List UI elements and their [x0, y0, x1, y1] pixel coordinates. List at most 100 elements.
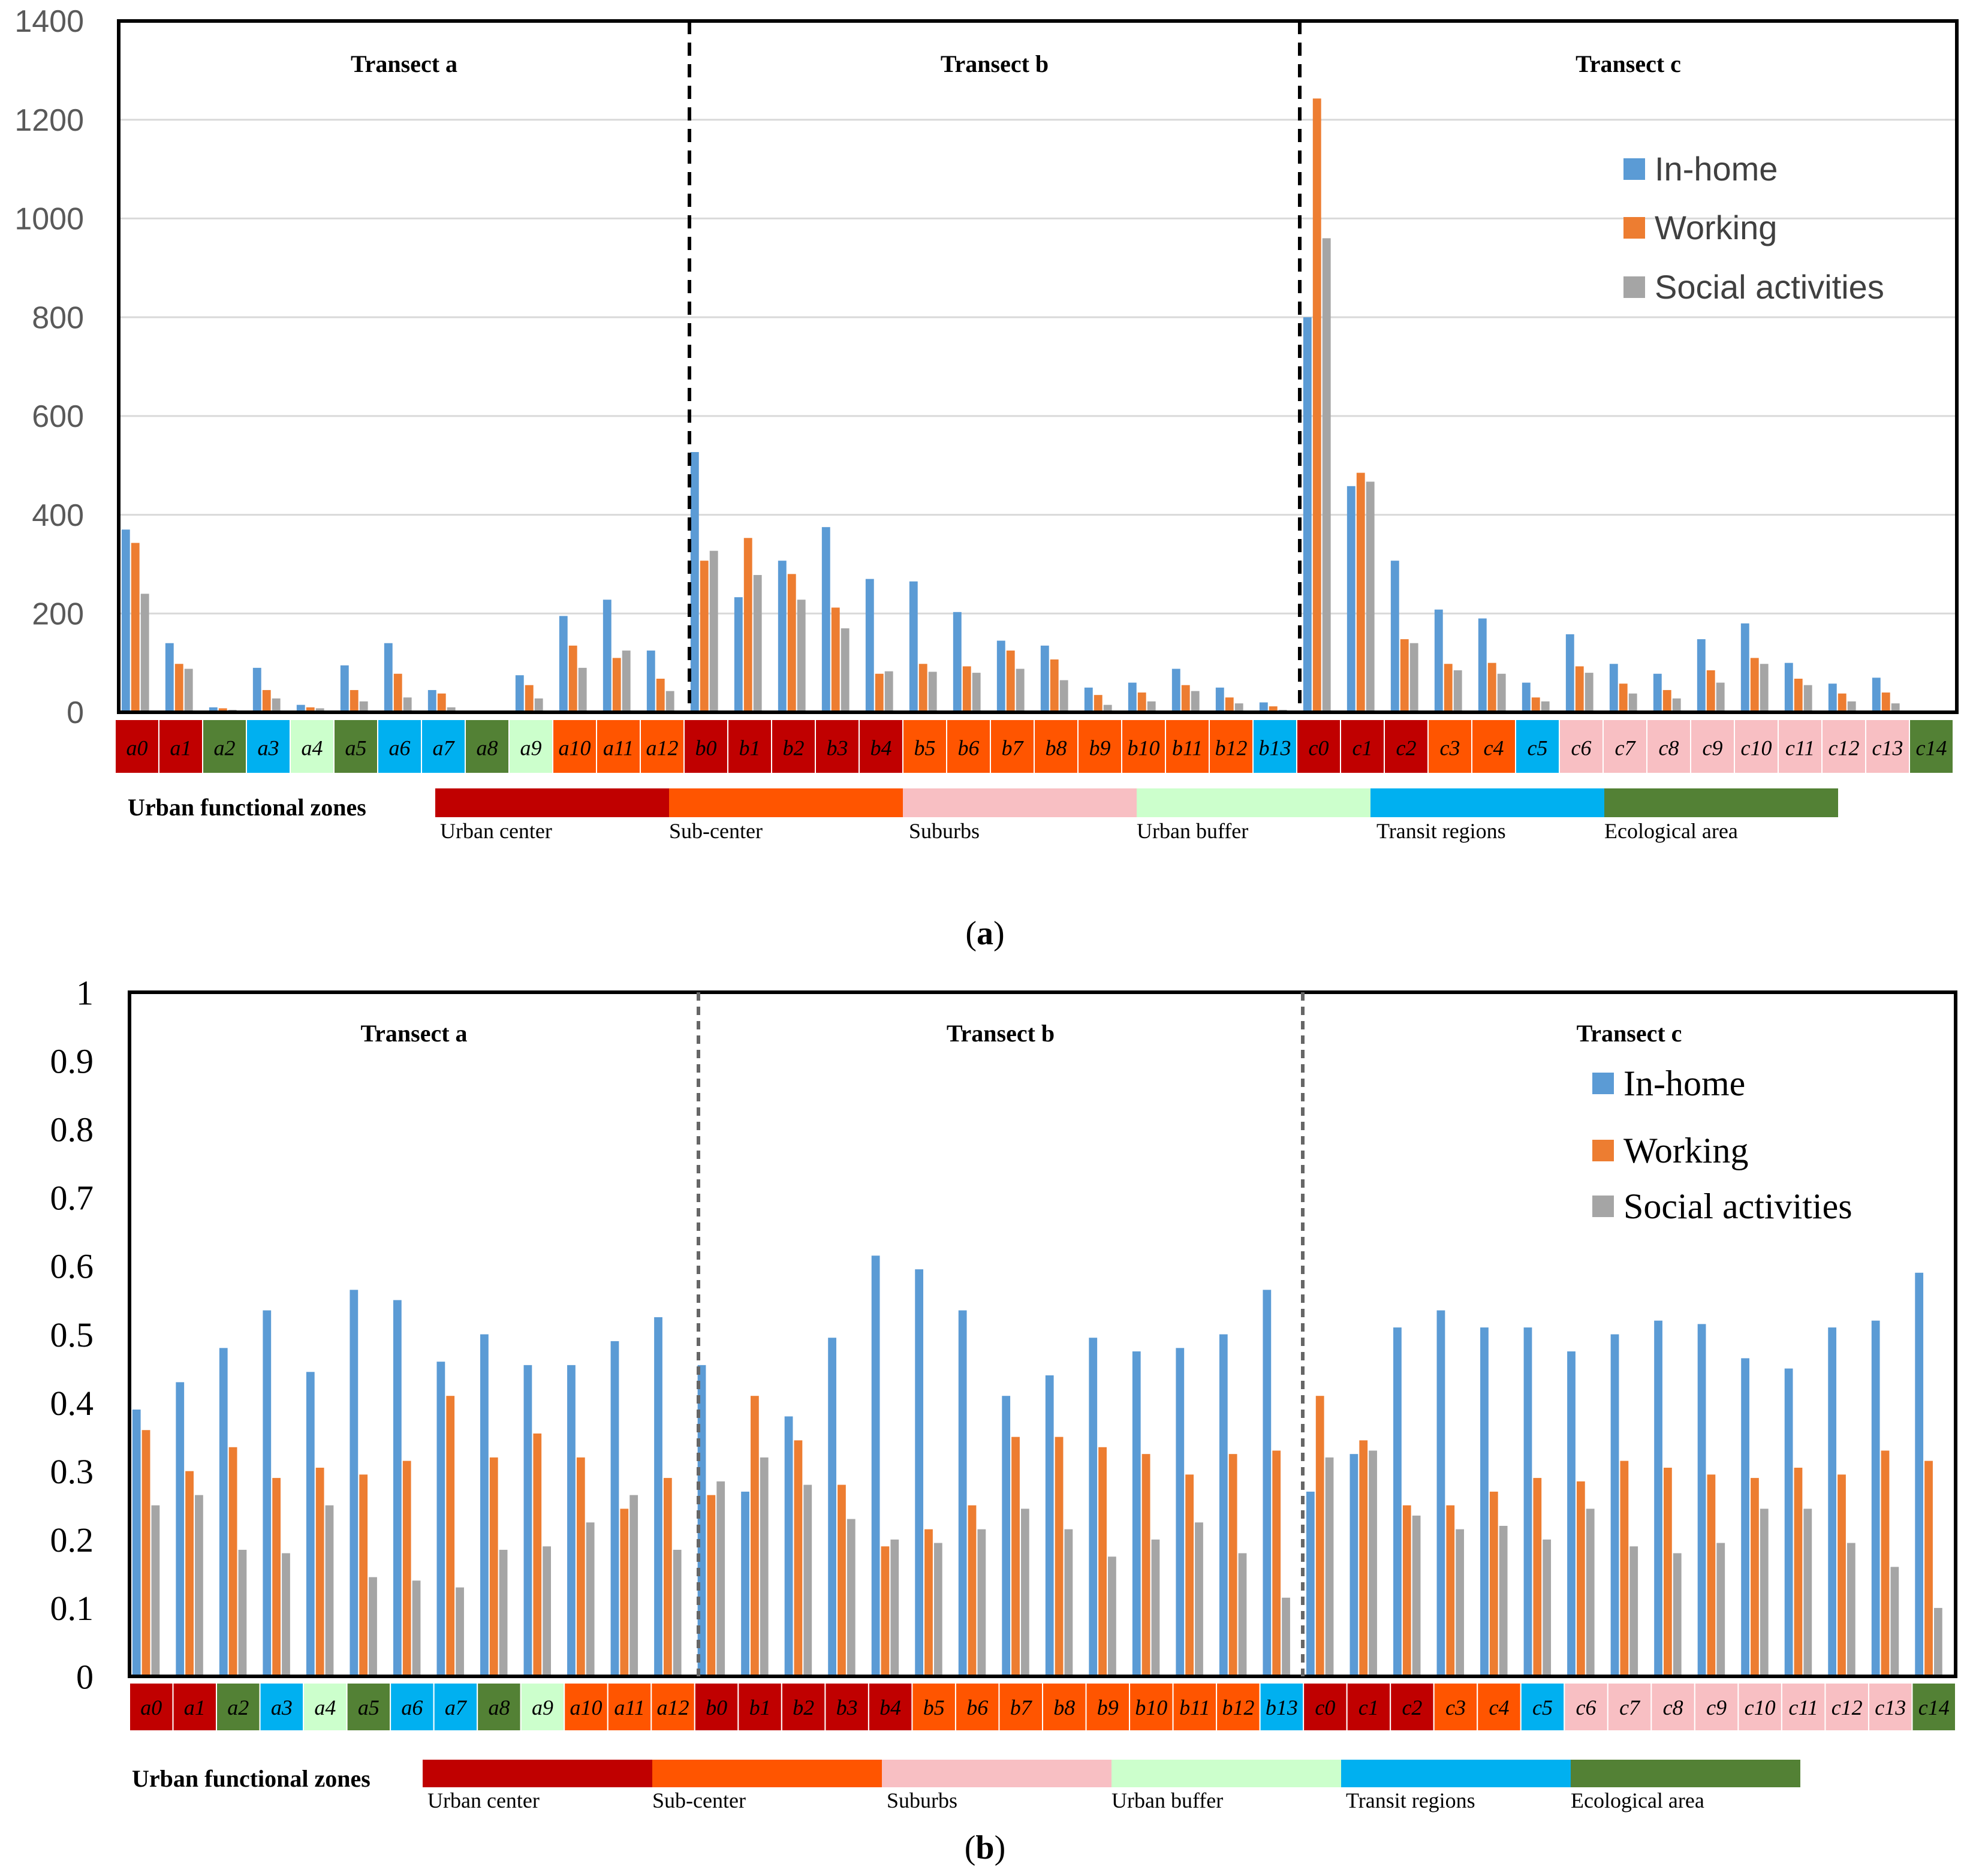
bar-working-b8	[1050, 659, 1059, 712]
zone-label-transit: Transit regions	[1346, 1788, 1475, 1812]
transect-label: Transect c	[1577, 1020, 1682, 1047]
bar-working-b11	[1181, 685, 1190, 712]
bar-in_home-c14	[1915, 1272, 1924, 1676]
y-tick-label: 0	[76, 1657, 94, 1696]
bar-in_home-c5	[1522, 682, 1531, 712]
bar-social-c3	[1456, 1529, 1465, 1676]
site-cell	[1477, 1682, 1522, 1732]
site-label: c6	[1576, 1696, 1597, 1720]
site-label: c8	[1663, 1696, 1683, 1720]
bar-in_home-a12	[646, 651, 655, 712]
bar-working-c8	[1662, 689, 1671, 712]
bar-working-b2	[794, 1440, 803, 1676]
bar-in_home-b11	[1176, 1348, 1185, 1676]
y-tick-label: 600	[32, 399, 84, 434]
site-label: b2	[783, 736, 805, 760]
transect-label: Transect b	[941, 50, 1049, 77]
bar-social-c7	[1628, 693, 1637, 712]
bar-in_home-c2	[1390, 561, 1399, 712]
site-label: c2	[1396, 736, 1417, 760]
site-label: a8	[477, 736, 498, 760]
panel-caption: (a)	[965, 915, 1004, 952]
site-label: c8	[1659, 736, 1679, 760]
zone-swatch-transit	[1370, 788, 1604, 817]
site-band: a0 a1 a2 a3 a4 a5 a6 a7 a8 a9 a10 a11 a12 b0 b1 b2 b3 b4 b…	[129, 1682, 1956, 1732]
bar-working-a1	[174, 664, 183, 712]
bar-working-c12	[1838, 1474, 1846, 1676]
bar-working-b12	[1228, 1454, 1237, 1676]
bar-working-c6	[1575, 666, 1584, 712]
bar-in_home-b2	[784, 1416, 793, 1676]
bar-working-b7	[1011, 1437, 1020, 1676]
site-label: a5	[358, 1696, 379, 1720]
legend: In-home Working Social activities	[1592, 1064, 1852, 1226]
site-cell	[1042, 1682, 1087, 1732]
bar-in_home-a0	[121, 529, 130, 712]
bar-social-a4	[325, 1505, 334, 1676]
bar-social-b3	[847, 1519, 856, 1676]
bar-in_home-a10	[567, 1365, 576, 1676]
bar-in_home-b3	[828, 1338, 836, 1676]
site-label: b3	[827, 736, 848, 760]
bar-social-a6	[412, 1580, 421, 1676]
bar-social-c8	[1673, 1553, 1682, 1676]
bar-working-c2	[1400, 639, 1409, 712]
bar-in_home-a3	[263, 1310, 272, 1676]
bar-social-b11	[1195, 1522, 1203, 1676]
bar-in_home-b1	[741, 1491, 749, 1676]
bar-social-b8	[1059, 680, 1068, 712]
site-cell	[650, 1682, 695, 1732]
site-cell	[1694, 1682, 1739, 1732]
bar-in_home-b4	[871, 1255, 880, 1676]
site-label: a12	[646, 736, 679, 760]
legend: In-home Working Social activities	[1623, 150, 1884, 306]
bar-working-a1	[185, 1471, 194, 1676]
bar-in_home-c6	[1565, 634, 1574, 712]
bar-social-b2	[803, 1484, 812, 1676]
bar-in_home-a8	[480, 1334, 489, 1676]
bar-social-b0	[716, 1481, 725, 1676]
bar-working-b5	[924, 1529, 933, 1676]
site-cell	[1034, 719, 1079, 774]
bar-in_home-b13	[1263, 1290, 1272, 1676]
legend-label-working: Working	[1623, 1131, 1748, 1170]
bar-social-c0	[1325, 1457, 1334, 1676]
site-label: a6	[389, 736, 411, 760]
bar-in_home-b5	[909, 581, 918, 712]
site-label: c9	[1706, 1696, 1727, 1720]
bar-social-b10	[1147, 701, 1156, 712]
site-cell	[377, 719, 422, 774]
bar-social-a10	[578, 667, 587, 712]
y-tick-label: 0.9	[50, 1041, 94, 1080]
bar-in_home-c12	[1828, 683, 1837, 712]
bar-working-c10	[1751, 1478, 1759, 1676]
bar-social-b9	[1108, 1556, 1116, 1676]
site-label: b4	[879, 1696, 901, 1720]
site-cell	[1865, 719, 1910, 774]
site-label: a2	[214, 736, 236, 760]
bar-social-c4	[1499, 1525, 1508, 1676]
bar-working-b6	[962, 666, 971, 712]
bar-in_home-a2	[209, 707, 218, 712]
site-label: c7	[1619, 1696, 1641, 1720]
chart-panel-b: 0 0.1 0.2 0.3 0.4 0.5 0.6 0.7 0.8 0.9 1 Transect a T…	[50, 973, 1957, 1866]
bar-in_home-a11	[610, 1341, 619, 1676]
bar-in_home-b13	[1259, 702, 1268, 712]
site-label: c11	[1789, 1696, 1818, 1720]
bar-in_home-c3	[1436, 1310, 1445, 1676]
bar-social-b12	[1238, 1553, 1247, 1676]
site-label: b13	[1266, 1696, 1298, 1720]
panel-caption-letter: a	[977, 915, 993, 952]
bar-in_home-a7	[436, 1362, 445, 1676]
bar-working-b4	[875, 673, 884, 712]
site-label: c7	[1615, 736, 1637, 760]
transect-label: Transect c	[1576, 50, 1681, 77]
bar-social-b6	[972, 673, 981, 712]
bar-working-b2	[787, 574, 796, 712]
site-label: b1	[739, 736, 761, 760]
bar-working-a12	[663, 1478, 672, 1676]
bar-in_home-c11	[1784, 1368, 1793, 1676]
site-label: c2	[1402, 1696, 1422, 1720]
bar-social-c9	[1716, 1543, 1725, 1676]
bar-working-a8	[489, 1457, 498, 1676]
